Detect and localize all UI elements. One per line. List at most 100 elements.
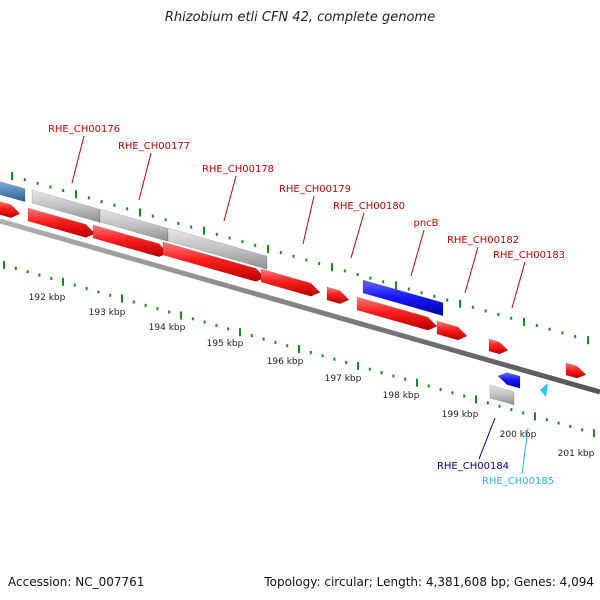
major-tick — [267, 244, 269, 253]
minor-tick — [318, 262, 321, 266]
scale-label: 197 kbp — [325, 374, 362, 384]
minor-tick — [215, 232, 218, 236]
gene-forward-0[interactable] — [0, 201, 21, 218]
gene-forward-RHE_CH00176[interactable] — [27, 207, 96, 238]
minor-tick — [132, 300, 135, 304]
gene-label-leader — [410, 229, 425, 277]
major-tick — [593, 429, 595, 438]
minor-tick — [407, 287, 410, 291]
major-tick — [357, 361, 359, 370]
minor-tick — [545, 418, 548, 422]
minor-tick — [510, 408, 513, 412]
gene-upper-gray-3[interactable] — [167, 227, 268, 270]
gene-label[interactable]: RHE_CH00180 — [333, 201, 405, 212]
gene-forward-RHE_CH00182[interactable] — [436, 320, 468, 341]
gene-upper-gray-1[interactable] — [31, 189, 101, 223]
gene-forward-RHE_CH00180[interactable] — [326, 286, 350, 304]
minor-tick — [392, 374, 395, 378]
major-tick — [475, 395, 477, 404]
gene-label[interactable]: RHE_CH00182 — [447, 235, 519, 246]
minor-tick — [87, 196, 90, 200]
scale-label: 201 kbp — [558, 449, 595, 459]
gene-label[interactable]: RHE_CH00176 — [48, 124, 120, 135]
minor-tick — [343, 269, 346, 273]
gene-upper-gray-2[interactable] — [99, 208, 169, 242]
minor-tick — [156, 307, 159, 311]
gene-RHE_CH00185[interactable] — [540, 383, 548, 397]
minor-tick — [439, 387, 442, 391]
gene-label-leader — [464, 246, 479, 294]
minor-tick — [262, 337, 265, 341]
major-tick — [523, 317, 525, 326]
minor-tick — [203, 320, 206, 324]
minor-tick — [49, 185, 52, 189]
major-tick — [180, 311, 182, 320]
minor-tick — [561, 331, 564, 335]
gene-forward-RHE_CH00183[interactable] — [488, 338, 509, 355]
gene-label[interactable]: RHE_CH00178 — [202, 164, 274, 175]
gene-label-leader — [511, 261, 526, 309]
gene-upper-blue-pncB[interactable] — [362, 279, 444, 317]
minor-tick — [177, 221, 180, 225]
major-tick — [239, 328, 241, 337]
minor-tick — [227, 327, 230, 331]
gene-label-leader — [521, 427, 529, 475]
major-tick — [62, 277, 64, 286]
gene-pseudo-RHE_CH00184[interactable] — [489, 384, 515, 406]
major-tick — [11, 172, 13, 180]
minor-tick — [50, 276, 53, 280]
minor-tick — [38, 273, 41, 277]
gene-label[interactable]: RHE_CH00185 — [482, 476, 554, 487]
minor-tick — [274, 340, 277, 344]
gene-forward-RHE_CH00179[interactable] — [260, 268, 321, 297]
minor-tick — [36, 181, 39, 185]
minor-tick — [215, 324, 218, 328]
gene-label[interactable]: RHE_CH00179 — [279, 184, 351, 195]
scale-label: 195 kbp — [207, 339, 244, 349]
minor-tick — [471, 305, 474, 309]
genome-summary-text: Topology: circular; Length: 4,381,608 bp… — [264, 575, 594, 589]
minor-tick — [333, 357, 336, 361]
scale-label: 192 kbp — [29, 293, 66, 303]
map-title: Rhizobium etli CFN 42, complete genome — [164, 10, 436, 25]
minor-tick — [535, 324, 538, 328]
minor-tick — [446, 298, 449, 302]
accession-text: Accession: NC_007761 — [8, 575, 145, 589]
minor-tick — [574, 335, 577, 339]
minor-tick — [345, 361, 348, 365]
inner-tick-ring — [3, 261, 595, 438]
major-tick — [395, 281, 397, 290]
minor-tick — [97, 290, 100, 294]
outer-tick-ring — [11, 172, 589, 345]
genome-backbone — [0, 218, 600, 395]
scale-label: 193 kbp — [89, 308, 126, 318]
gene-reverse-RHE_CH00184[interactable] — [497, 372, 521, 389]
gene-label[interactable]: pncB — [413, 218, 438, 229]
minor-tick — [548, 327, 551, 331]
gene-forward-pncB[interactable] — [356, 296, 438, 331]
minor-tick — [279, 251, 282, 255]
minor-tick — [126, 207, 129, 211]
gene-label[interactable]: RHE_CH00177 — [118, 141, 190, 152]
gene-upper-steel[interactable] — [0, 181, 26, 203]
gene-label[interactable]: RHE_CH00183 — [493, 250, 565, 261]
minor-tick — [497, 313, 500, 317]
minor-tick — [151, 214, 154, 218]
minor-tick — [369, 276, 372, 280]
minor-tick — [305, 258, 308, 262]
major-tick — [139, 208, 141, 217]
gene-forward-RHE_CH00183b[interactable] — [565, 362, 587, 379]
minor-tick — [113, 203, 116, 207]
minor-tick — [250, 334, 253, 338]
minor-tick — [380, 371, 383, 375]
gene-label[interactable]: RHE_CH00184 — [437, 461, 509, 472]
minor-tick — [433, 294, 436, 298]
minor-tick — [356, 272, 359, 276]
minor-tick — [368, 367, 371, 371]
major-tick — [203, 226, 205, 235]
minor-tick — [292, 254, 295, 258]
gene-forward-RHE_CH00178[interactable] — [162, 241, 266, 282]
major-tick — [121, 294, 123, 303]
minor-tick — [164, 218, 167, 222]
